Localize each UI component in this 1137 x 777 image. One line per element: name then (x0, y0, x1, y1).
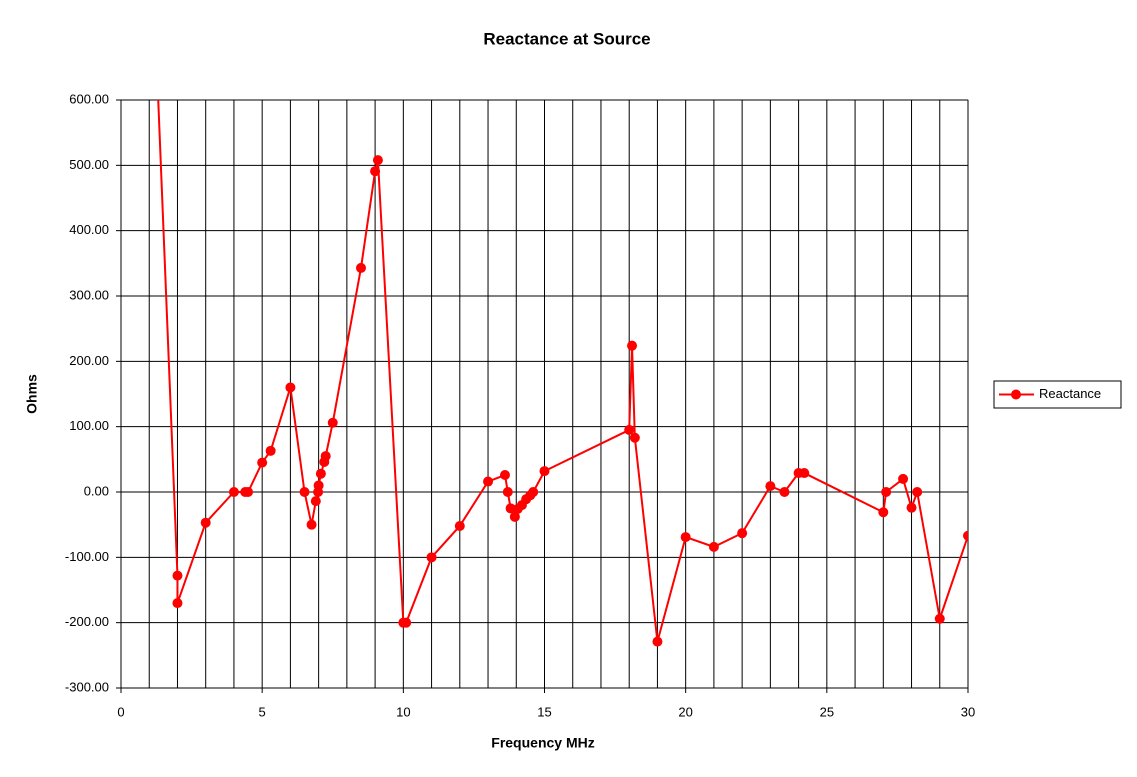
point (306, 519, 317, 530)
y-tick-label: -100.00 (65, 549, 109, 564)
point (172, 570, 183, 581)
y-tick-label: 500.00 (69, 157, 109, 172)
point (499, 470, 510, 481)
y-tick-label: 0.00 (84, 483, 109, 498)
point (799, 468, 810, 479)
point (153, 82, 163, 92)
grid: -300.00-200.00-100.000.00100.00200.00300… (65, 91, 975, 719)
point (355, 262, 366, 273)
point (285, 382, 296, 393)
y-tick-label: 400.00 (69, 222, 109, 237)
y-tick-label: 300.00 (69, 287, 109, 302)
x-tick-label: 30 (961, 704, 975, 719)
legend: Reactance (993, 380, 1122, 409)
y-axis-title: Ohms (24, 374, 40, 414)
point (627, 340, 638, 351)
point (539, 466, 550, 477)
x-tick-label: 25 (820, 704, 834, 719)
point (878, 507, 889, 518)
point (509, 511, 520, 522)
point (624, 424, 635, 435)
point (265, 445, 276, 456)
point (898, 473, 909, 484)
y-tick-label: 100.00 (69, 418, 109, 433)
x-tick-label: 0 (117, 704, 124, 719)
point (708, 541, 719, 552)
point (454, 520, 465, 531)
x-tick-label: 5 (259, 704, 266, 719)
point (243, 487, 254, 497)
point (779, 487, 790, 497)
y-tick-label: -200.00 (65, 614, 109, 629)
point (200, 517, 211, 528)
point (372, 155, 383, 166)
point (912, 487, 923, 497)
point (934, 613, 945, 624)
legend-label: Reactance (1039, 386, 1101, 401)
y-tick-label: -300.00 (65, 679, 109, 694)
point (652, 636, 663, 647)
point (257, 457, 268, 468)
point (737, 528, 748, 539)
point (370, 166, 381, 177)
point (313, 480, 324, 491)
point (310, 496, 321, 507)
point (315, 468, 326, 479)
point (426, 552, 437, 563)
point (680, 532, 691, 543)
x-tick-label: 10 (396, 704, 410, 719)
chart-title: Reactance at Source (483, 29, 650, 48)
plot (153, 82, 968, 647)
point (765, 481, 776, 492)
y-tick-label: 200.00 (69, 353, 109, 368)
point (963, 530, 968, 541)
point (401, 617, 412, 628)
point (906, 502, 917, 513)
point (327, 417, 338, 428)
point (629, 432, 640, 443)
x-axis-title: Frequency MHz (491, 735, 594, 751)
point (502, 487, 513, 497)
legend-marker (1011, 389, 1021, 400)
point (172, 598, 183, 609)
point (881, 487, 892, 497)
point (228, 487, 239, 497)
point (299, 487, 310, 497)
point (528, 487, 539, 497)
point (320, 451, 331, 462)
point (483, 476, 494, 487)
x-tick-label: 15 (537, 704, 551, 719)
x-tick-label: 20 (678, 704, 692, 719)
y-tick-label: 600.00 (69, 91, 109, 106)
